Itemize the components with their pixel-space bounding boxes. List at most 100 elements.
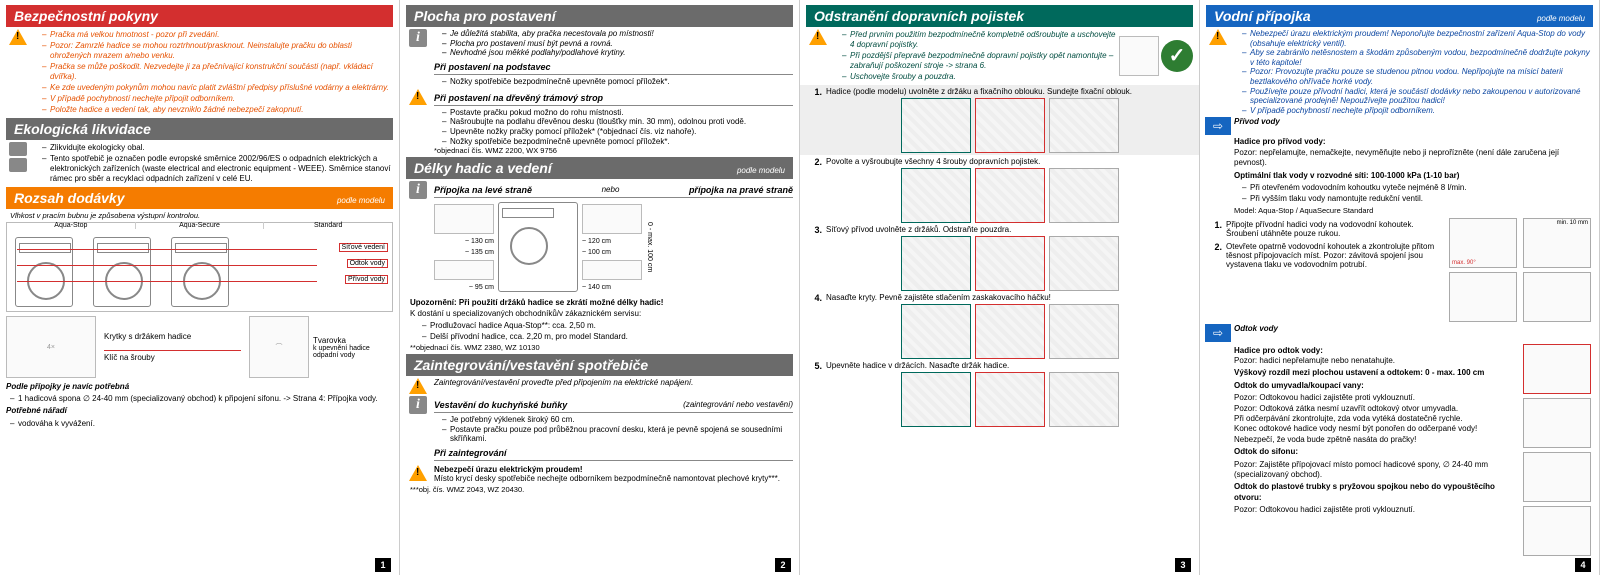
scope-title: Rozsah dodávky	[14, 190, 124, 206]
scope-sub: podle modelu	[337, 196, 385, 205]
siphon-figure	[1523, 452, 1591, 502]
tools-list: vodováha k vyvážení.	[6, 419, 393, 429]
bolt-icon	[1119, 36, 1159, 76]
water-step-1: 1. Připojte přívodní hadici vody na vodo…	[1206, 220, 1445, 240]
washer-icon	[171, 237, 229, 307]
transport-intro-list: Před prvním použitím bezpodmínečně kompl…	[834, 29, 1119, 83]
inlet-figs: max. 90°	[1449, 218, 1519, 322]
step-figures	[826, 168, 1193, 223]
hose-note-list: Prodlužovací hadice Aqua-Stop**: cca. 2,…	[414, 321, 793, 342]
hoses-row: i Přípojka na levé straně nebo přípojka …	[406, 181, 793, 296]
inlet-body: Hadice pro přívod vody: Pozor: nepřelamu…	[1234, 137, 1593, 168]
warning-icon	[409, 89, 427, 105]
step-number: 2.	[806, 157, 826, 223]
transport-step: 1.Hadice (podle modelu) uvolněte z držák…	[800, 85, 1199, 155]
inlet-figs-2: min. 10 mm	[1523, 218, 1593, 322]
step-figure	[901, 98, 971, 153]
page-number: 2	[775, 558, 791, 572]
integ-danger-row: Nebezpečí úrazu elektrickým proudem! Mís…	[406, 465, 793, 483]
transport-header: Odstranění dopravních pojistek	[806, 5, 1193, 27]
warning-icon	[1209, 29, 1227, 45]
step-number: 4.	[806, 293, 826, 359]
hoses-header: Délky hadic a vedení podle modelu	[406, 157, 793, 179]
step-figure	[975, 372, 1045, 427]
integ-info-row: i Vestavění do kuchyňské buňky (zaintegr…	[406, 396, 793, 463]
step-figure	[1049, 98, 1119, 153]
scope-figure: Aqua-Stop Aqua-Secure Standard Síťové ve…	[6, 222, 393, 312]
transport-title: Odstranění dopravních pojistek	[814, 8, 1024, 24]
step-figure	[975, 168, 1045, 223]
step-figures	[826, 304, 1193, 359]
eco-title: Ekologická likvidace	[14, 121, 151, 137]
tap-figure: min. 10 mm	[1523, 218, 1591, 268]
transport-step: 3.Síťový přívod uvolněte z držáků. Odstr…	[806, 225, 1193, 291]
step-figures	[826, 98, 1193, 153]
water-intro-list: Nebezpečí úrazu elektrickým proudem! Nep…	[1234, 29, 1593, 115]
step-number: 3.	[806, 225, 826, 291]
bracket-figure: ⌒	[249, 316, 309, 378]
tools-title: Potřebné nářadí	[6, 406, 393, 416]
info-icon: i	[409, 396, 427, 414]
sub1-title: Při postavení na podstavec	[434, 60, 793, 75]
integ-sub1: Vestavění do kuchyňské buňky (zaintegrov…	[434, 398, 793, 413]
step-figure	[901, 168, 971, 223]
hoses-title: Délky hadic a vedení	[414, 160, 552, 176]
transport-step: 4.Nasaďte kryty. Pevně zajistěte stlačen…	[806, 293, 1193, 359]
parts-row: 4× Krytky s držákem hadice Klíč na šroub…	[6, 316, 393, 378]
step-number: 5.	[806, 361, 826, 427]
tap-figure	[1523, 272, 1591, 322]
sink-icon	[434, 204, 494, 234]
step-text: Povolte a vyšroubujte všechny 4 šrouby d…	[826, 157, 1193, 166]
tap-figure: max. 90°	[1449, 218, 1517, 268]
place-title: Plocha pro postavení	[414, 8, 556, 24]
washer-icon	[498, 202, 578, 292]
weee-icon	[9, 158, 27, 172]
safety-title: Bezpečnostní pokyny	[14, 8, 158, 24]
scope-header: Rozsah dodávky podle modelu	[6, 187, 393, 209]
page-1: Bezpečnostní pokyny Pračka má velkou hmo…	[0, 0, 400, 575]
page-3: Odstranění dopravních pojistek Před prvn…	[800, 0, 1200, 575]
check-icon: ✓	[1161, 40, 1193, 72]
integ-title: Zaintegrování/vestavění spotřebiče	[414, 357, 648, 373]
water-step-2: 2. Otevřete opatrně vodovodní kohoutek a…	[1206, 242, 1445, 271]
recycle-icon	[9, 142, 27, 156]
step-text: Hadice (podle modelu) uvolněte z držáku …	[826, 87, 1193, 96]
info-icon: i	[409, 181, 427, 199]
step-figure	[1049, 236, 1119, 291]
place-intro-list: Je důležitá stabilita, aby pračka necest…	[434, 29, 793, 58]
sub2-list: Postavte pračku pokud možno do rohu míst…	[434, 108, 793, 146]
water-intro-row: Nebezpečí úrazu elektrickým proudem! Nep…	[1206, 29, 1593, 115]
sink-icon	[582, 260, 642, 280]
washer-icon	[93, 237, 151, 307]
transport-steps: 1.Hadice (podle modelu) uvolněte z držák…	[806, 85, 1193, 427]
page-number: 1	[375, 558, 391, 572]
place-header: Plocha pro postavení	[406, 5, 793, 27]
sub2-row: Při postavení na dřevěný trámový strop P…	[406, 89, 793, 155]
place-intro-row: i Je důležitá stabilita, aby pračka nece…	[406, 29, 793, 58]
page-2: Plocha pro postavení i Je důležitá stabi…	[400, 0, 800, 575]
safety-header: Bezpečnostní pokyny	[6, 5, 393, 27]
step-text: Síťový přívod uvolněte z držáků. Odstraň…	[826, 225, 1193, 234]
transport-step: 5.Upevněte hadice v držácích. Nasaďte dr…	[806, 361, 1193, 427]
sub1-list: Nožky spotřebiče bezpodmínečně upevněte …	[434, 77, 793, 87]
arrow-icon: ⇨	[1205, 324, 1231, 342]
eco-header: Ekologická likvidace	[6, 118, 393, 140]
need-list: 1 hadicová spona ∅ 24-40 mm (specializov…	[6, 394, 393, 404]
drain-figure	[1523, 506, 1591, 556]
step-figure	[901, 236, 971, 291]
step-text: Upevněte hadice v držácích. Nasaďte držá…	[826, 361, 1193, 370]
integ-sub2: Při zaintegrování	[434, 446, 793, 461]
page-number: 4	[1575, 558, 1591, 572]
water-header: Vodní přípojka podle modelu	[1206, 5, 1593, 27]
sink-figure	[1523, 398, 1591, 448]
tap-figure	[1449, 272, 1517, 322]
transport-intro-row: Před prvním použitím bezpodmínečně kompl…	[806, 29, 1193, 83]
warning-icon	[409, 378, 427, 394]
sink-icon	[434, 260, 494, 280]
outlet-row: ⇨ Odtok vody	[1206, 324, 1593, 342]
step-figures	[826, 236, 1193, 291]
page-number: 3	[1175, 558, 1191, 572]
safety-row: Pračka má velkou hmotnost - pozor při zv…	[6, 29, 393, 116]
eco-row: Zlikvidujte ekologicky obal. Tento spotř…	[6, 142, 393, 185]
outlet-figs	[1523, 344, 1593, 556]
